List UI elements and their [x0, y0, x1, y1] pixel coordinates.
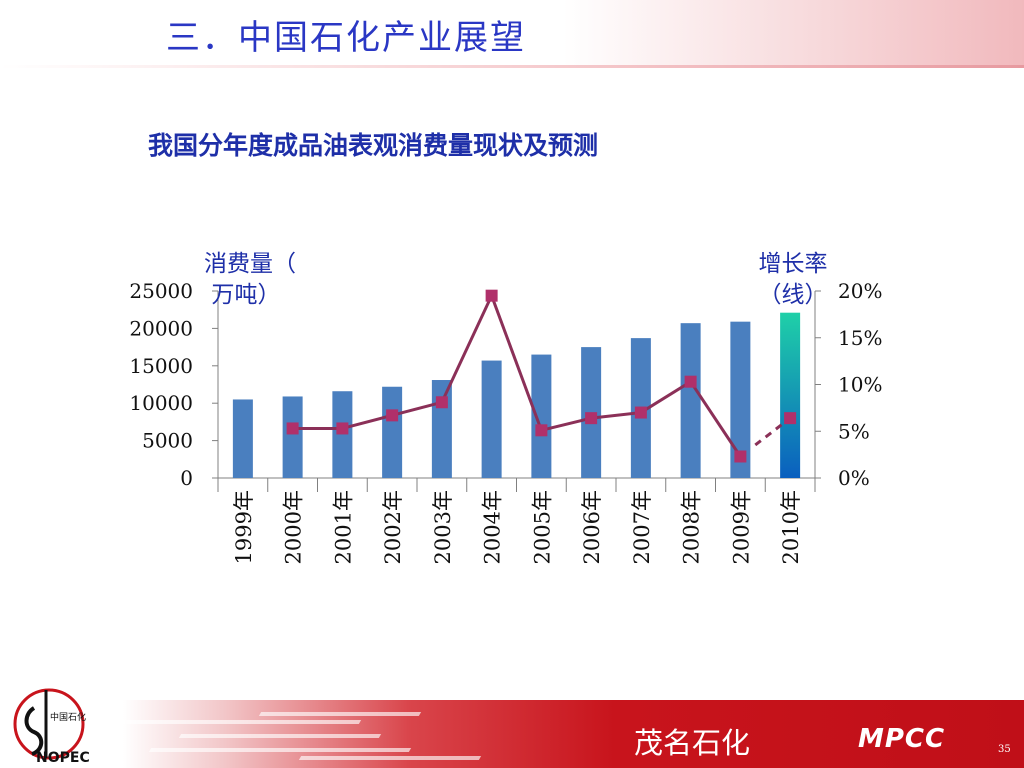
growth-line-segment: [689, 380, 742, 458]
x-tick-label: 2003年: [431, 490, 455, 564]
growth-line-segment: [341, 413, 393, 430]
growth-point: [684, 375, 697, 388]
y-left-tick-label: 10000: [129, 391, 193, 415]
x-tick-label: 2002年: [381, 490, 405, 564]
y-left-tick-label: 20000: [129, 316, 193, 340]
growth-line-segment: [490, 295, 543, 431]
x-tick-label: 2007年: [630, 490, 654, 564]
growth-line-segment: [640, 380, 692, 414]
x-tick-label: 2004年: [481, 490, 505, 564]
svg-text:NOPEC: NOPEC: [36, 750, 90, 766]
growth-point: [784, 412, 797, 425]
growth-line-segment: [391, 400, 443, 417]
y-left-axis-title-line2: 万吨）: [212, 282, 281, 308]
growth-point: [734, 450, 747, 463]
bar-forecast: [780, 312, 801, 478]
x-tick-label: 2000年: [282, 490, 306, 564]
y-left-tick-label: 5000: [142, 429, 193, 453]
y-right-tick-label: 20%: [838, 279, 882, 303]
bar: [680, 323, 701, 478]
bar: [481, 360, 502, 478]
svg-text:中国石化: 中国石化: [50, 711, 86, 723]
slide-title: 三．中国石化产业展望: [166, 18, 526, 58]
growth-point: [535, 424, 548, 437]
y-left-tick-label: 15000: [129, 354, 193, 378]
bar: [282, 396, 303, 478]
y-right-axis-title: 增长率: [759, 251, 828, 277]
growth-point: [485, 289, 498, 302]
x-tick-label: 1999年: [232, 490, 256, 564]
bar: [431, 380, 452, 478]
growth-point: [634, 406, 647, 419]
bar: [332, 391, 353, 478]
y-right-tick-label: 10%: [838, 373, 882, 397]
bar: [531, 354, 552, 478]
y-left-tick-label: 25000: [129, 279, 193, 303]
growth-point: [386, 409, 399, 422]
y-right-tick-label: 0%: [838, 466, 870, 490]
growth-line-forecast-segment: [754, 418, 789, 447]
bar: [382, 386, 403, 478]
growth-point: [435, 396, 448, 409]
growth-line-segment: [590, 411, 642, 420]
growth-line-segment: [440, 295, 493, 403]
sinopec-logo: 中国石化 NOPEC: [13, 688, 90, 766]
growth-point: [336, 422, 349, 435]
footer-brand: MPCC: [858, 724, 946, 754]
footer-band: [0, 700, 1024, 768]
x-tick-label: 2001年: [331, 490, 355, 564]
y-right-axis-title-line2: （线）: [759, 282, 828, 308]
growth-point: [585, 412, 598, 425]
chart-title: 我国分年度成品油表观消费量现状及预测: [148, 131, 599, 160]
x-tick-label: 2008年: [680, 490, 704, 564]
page-number: 35: [998, 744, 1011, 755]
x-tick-label: 2009年: [729, 490, 753, 564]
chart: 25000 20000 15000 10000 5000 0 20% 15% 10% 5% 0% 19…: [129, 251, 882, 564]
bar: [232, 399, 253, 478]
bar: [730, 321, 751, 478]
y-left-tick-label: 0: [180, 466, 193, 490]
y-left-axis-title: 消费量（: [204, 251, 296, 277]
y-right-tick-label: 5%: [838, 419, 870, 443]
footer-company-name: 茂名石化: [634, 726, 751, 760]
growth-point: [286, 422, 299, 435]
header-band: [0, 0, 1024, 68]
x-tick-label: 2010年: [779, 490, 803, 564]
x-tick-label: 2006年: [580, 490, 604, 564]
x-tick-label: 2005年: [530, 490, 554, 564]
growth-line-segment: [541, 416, 592, 432]
y-right-tick-label: 15%: [838, 326, 882, 350]
